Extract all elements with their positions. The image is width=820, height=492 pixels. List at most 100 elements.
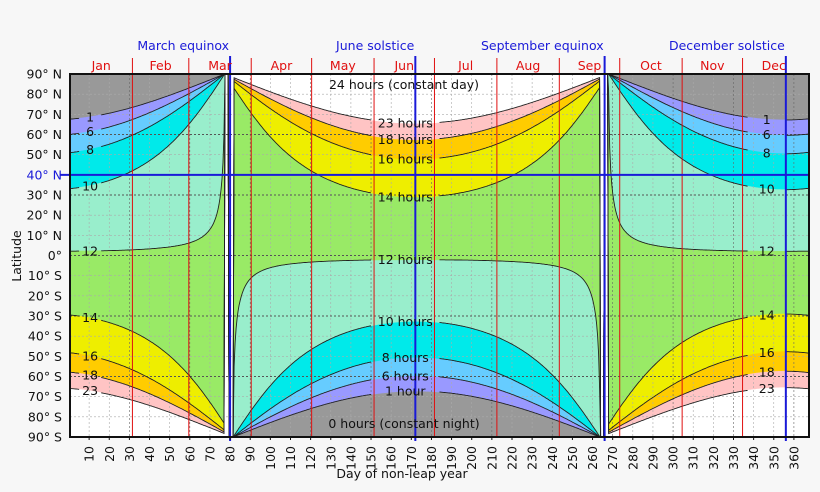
x-tick-label: 140 <box>343 446 358 470</box>
month-label: Feb <box>150 58 172 73</box>
x-tick-label: 160 <box>384 446 399 470</box>
event-label: December solstice <box>669 38 785 53</box>
x-tick-label: 120 <box>303 446 318 470</box>
x-tick-label: 80 <box>223 446 238 462</box>
contour-line-23h <box>70 388 80 390</box>
contour-label-center: 8 hours <box>382 350 429 365</box>
x-tick-label: 10 <box>82 446 97 462</box>
x-tick-label: 260 <box>585 446 600 470</box>
month-label: Nov <box>700 58 725 73</box>
x-tick-label: 350 <box>766 446 781 470</box>
contour-label-right: 14 <box>759 307 775 322</box>
x-tick-label: 70 <box>202 446 217 462</box>
x-tick-label: 310 <box>686 446 701 470</box>
contour-line-14h <box>70 314 80 317</box>
contour-line-23h <box>101 74 372 437</box>
x-tick-label: 270 <box>605 446 620 470</box>
x-axis-label: Day of non-leap year <box>336 466 468 481</box>
y-tick-label: 90° N <box>27 67 62 82</box>
contour-label-center: 16 hours <box>378 152 433 167</box>
x-tick-label: 250 <box>565 446 580 470</box>
y-tick-label: 80° S <box>28 409 62 424</box>
x-tick-label: 40 <box>142 446 157 462</box>
y-tick-label: 10° N <box>27 228 62 243</box>
y-tick-label: 70° S <box>28 389 62 404</box>
axes: 10 20 30 40 50 60 70 80 90 100 110 120 130 140 150 160 1… <box>27 38 802 470</box>
contour-line-1h <box>70 117 80 120</box>
y-tick-label: 40° N <box>27 167 62 182</box>
contour-line-16h <box>785 351 809 354</box>
contour-label-left: 14 <box>82 310 98 325</box>
month-label: Aug <box>516 58 540 73</box>
contour-line-1h <box>439 74 748 437</box>
x-tick-label: 110 <box>283 446 298 470</box>
contour-line-10h <box>70 187 80 190</box>
contour-lines <box>70 74 809 437</box>
contour-label-right: 10 <box>759 181 775 196</box>
x-tick-label: 190 <box>444 446 459 470</box>
event-label: March equinox <box>137 38 229 53</box>
month-label: May <box>330 58 356 73</box>
contour-line-10h <box>101 74 372 437</box>
contour-label-left: 23 <box>82 383 98 398</box>
contour-line-12h <box>101 74 371 437</box>
contour-line-10h <box>439 74 748 437</box>
constant-night-label: 0 hours (constant night) <box>328 416 479 431</box>
month-label: Apr <box>271 58 293 73</box>
y-tick-label: 20° S <box>28 288 62 303</box>
y-tick-label: 40° S <box>28 329 62 344</box>
x-tick-label: 320 <box>706 446 721 470</box>
contour-line-8h <box>439 74 748 437</box>
x-tick-label: 20 <box>102 446 117 462</box>
contour-label-center: 6 hours <box>382 368 429 383</box>
contour-label-right: 1 <box>763 112 771 127</box>
contour-label-left: 1 <box>86 109 94 124</box>
x-tick-label: 100 <box>263 446 278 470</box>
y-tick-label: 20° N <box>27 208 62 223</box>
y-tick-label: 10° S <box>28 268 62 283</box>
x-tick-label: 340 <box>746 446 761 470</box>
contour-line-16h <box>101 74 372 437</box>
x-tick-label: 90 <box>243 446 258 462</box>
contour-label-center: 23 hours <box>378 116 433 131</box>
x-tick-label: 50 <box>162 446 177 462</box>
contour-label-center: 18 hours <box>378 132 433 147</box>
x-tick-label: 210 <box>484 446 499 470</box>
contour-label-left: 6 <box>86 124 94 139</box>
plot-frame <box>69 73 810 438</box>
contour-line-14h <box>101 74 372 437</box>
x-tick-label: 170 <box>404 446 419 470</box>
y-tick-label: 80° N <box>27 87 62 102</box>
contour-label-right: 23 <box>759 381 775 396</box>
y-tick-label: 60° N <box>27 127 62 142</box>
contour-line-16h <box>70 352 80 355</box>
contour-labels: 1 1 1 hour 6 6 6 hours 8 8 8 hours 10 10 10 hours 12… <box>82 109 775 398</box>
month-label: Mar <box>208 58 232 73</box>
contour-label-center: 12 hours <box>378 252 433 267</box>
contour-label-center: 10 hours <box>378 314 433 329</box>
contour-line-23h <box>785 387 809 390</box>
x-tick-label: 230 <box>525 446 540 470</box>
contour-line-12h <box>439 74 748 437</box>
contour-label-right: 16 <box>759 345 775 360</box>
contour-line-1h <box>785 118 809 121</box>
month-label: Sep <box>578 58 602 73</box>
contour-label-left: 16 <box>82 348 98 363</box>
event-label: September equinox <box>481 38 604 53</box>
x-tick-label: 30 <box>122 446 137 462</box>
contour-line-18h <box>70 371 80 374</box>
month-label: Jul <box>457 58 473 73</box>
y-tick-label: 70° N <box>27 107 62 122</box>
contour-line-14h <box>439 74 748 437</box>
contour-label-center: 1 hour <box>385 384 426 399</box>
contour-label-right: 18 <box>759 365 775 380</box>
contour-label-right: 8 <box>763 145 771 160</box>
month-label: Oct <box>640 58 662 73</box>
x-tick-label: 280 <box>625 446 640 470</box>
month-label: Dec <box>762 58 786 73</box>
y-tick-label: 0° <box>48 248 62 263</box>
y-tick-label: 50° S <box>28 349 62 364</box>
contour-label-left: 12 <box>82 244 98 259</box>
contour-line-6h <box>439 74 748 437</box>
